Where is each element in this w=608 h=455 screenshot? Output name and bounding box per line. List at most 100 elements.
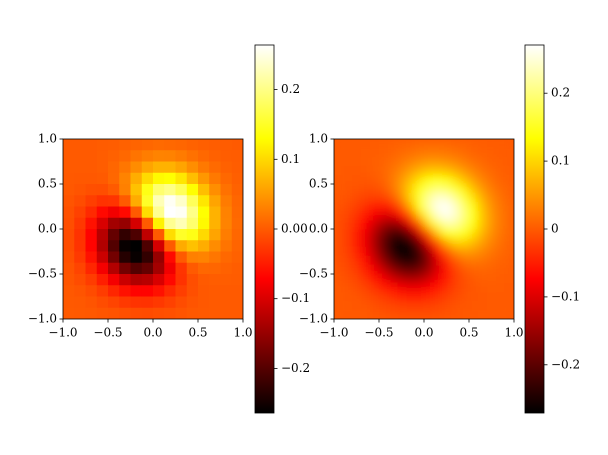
cell — [478, 202, 488, 212]
cell — [406, 175, 416, 185]
cell — [406, 184, 416, 194]
cell — [343, 193, 353, 203]
cell — [198, 150, 210, 162]
cell — [209, 240, 221, 252]
cell — [209, 285, 221, 297]
cell — [198, 217, 210, 230]
cell — [186, 307, 199, 319]
cell — [487, 256, 497, 266]
cell — [220, 217, 233, 230]
cell — [175, 296, 188, 309]
cell — [231, 161, 243, 174]
cell — [469, 184, 479, 194]
cell — [388, 292, 398, 302]
cell — [370, 292, 380, 302]
cell — [130, 172, 143, 185]
cell — [209, 307, 221, 319]
cell — [496, 229, 506, 239]
colorbar-tick-label: 0.00 — [281, 222, 308, 236]
cell — [108, 161, 120, 174]
cell — [153, 195, 165, 207]
cell — [175, 161, 188, 174]
cell — [361, 283, 371, 293]
cell — [370, 247, 380, 257]
cell — [74, 172, 86, 185]
cell — [415, 193, 425, 203]
cell — [352, 175, 362, 185]
cell — [164, 251, 176, 264]
cell — [451, 229, 461, 239]
cell — [460, 292, 470, 302]
x-tick-label: −0.5 — [93, 326, 122, 340]
cell — [186, 195, 199, 207]
cell — [415, 310, 425, 319]
cell — [96, 285, 109, 297]
cell — [63, 139, 75, 151]
cell — [406, 247, 416, 257]
cell — [74, 206, 86, 219]
cell — [487, 166, 497, 176]
cell — [478, 211, 488, 221]
cell — [496, 211, 506, 221]
cell — [63, 296, 75, 309]
cell — [388, 211, 398, 221]
cell — [186, 285, 199, 297]
colorbar-tick-label: −0.2 — [281, 361, 310, 375]
cell — [175, 184, 188, 196]
cell — [451, 202, 461, 212]
cell — [397, 274, 407, 284]
cell — [119, 251, 131, 264]
subplot: −1.0 −0.5 0.0 0.5 1.0 −1.0 −0.5 0.0 0.5 1.0 −0.2 −0… — [28, 44, 310, 414]
cell — [505, 139, 514, 149]
cell — [379, 148, 389, 158]
cell — [198, 262, 210, 275]
cell — [487, 175, 497, 185]
cell — [487, 274, 497, 284]
cell — [96, 296, 109, 309]
cell — [334, 292, 344, 302]
cell — [164, 274, 176, 286]
cell — [442, 139, 452, 149]
cell — [496, 247, 506, 257]
cell — [334, 166, 344, 176]
cell — [153, 296, 165, 309]
cell — [451, 193, 461, 203]
cell — [487, 265, 497, 275]
cell — [487, 148, 497, 158]
cell — [478, 283, 488, 293]
cell — [63, 229, 75, 241]
x-tick-label: 1.0 — [504, 326, 523, 340]
cell — [442, 301, 452, 311]
cell — [141, 240, 154, 252]
cell — [164, 296, 176, 309]
cell — [406, 211, 416, 221]
cell — [231, 139, 243, 151]
cell — [130, 184, 143, 196]
cell — [505, 265, 514, 275]
cells — [63, 139, 243, 319]
cell — [388, 148, 398, 158]
cell — [361, 139, 371, 149]
cell — [424, 247, 434, 257]
cell — [119, 206, 131, 219]
cell — [209, 296, 221, 309]
cell — [424, 184, 434, 194]
cell — [496, 274, 506, 284]
cell — [361, 220, 371, 230]
colorbar-tick-label: 0 — [551, 222, 559, 236]
cell — [164, 262, 176, 275]
cell — [186, 139, 199, 151]
cell — [85, 229, 98, 241]
y-tick-label: −1.0 — [28, 312, 57, 326]
cell — [141, 139, 154, 151]
cell — [361, 184, 371, 194]
cell — [478, 148, 488, 158]
cell — [370, 175, 380, 185]
cell — [496, 238, 506, 248]
cell — [220, 150, 233, 162]
cell — [343, 301, 353, 311]
cell — [496, 193, 506, 203]
cell — [198, 229, 210, 241]
cell — [85, 274, 98, 286]
